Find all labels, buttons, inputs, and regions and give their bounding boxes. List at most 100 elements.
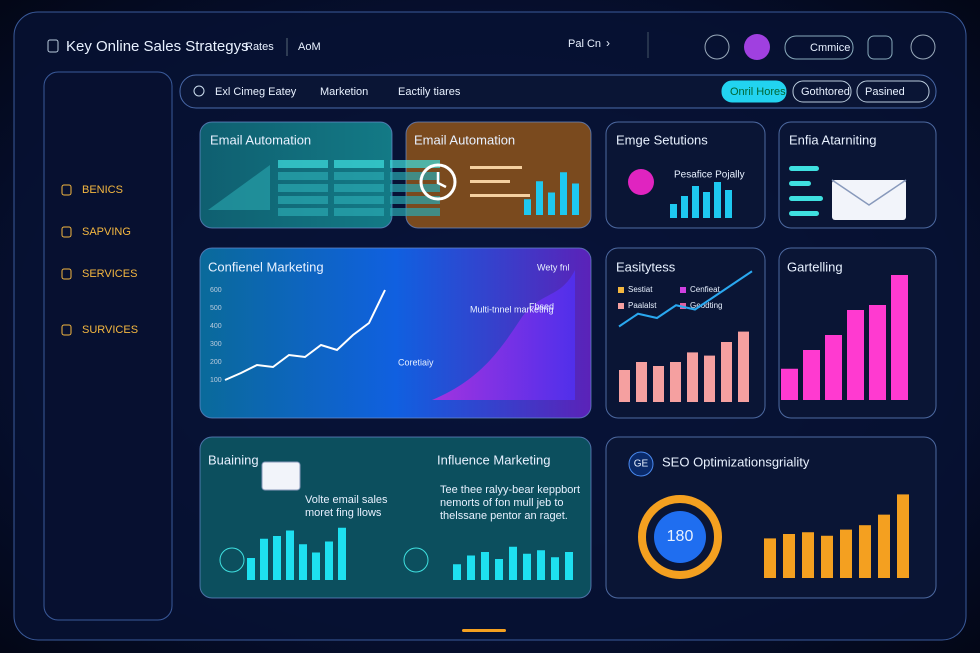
- text-line: [789, 211, 819, 216]
- tab[interactable]: Rates: [245, 41, 274, 53]
- sidebar-item[interactable]: SAPVING: [82, 226, 131, 238]
- bar: [847, 310, 864, 400]
- table-cell: [334, 172, 384, 180]
- card-title: Enfia Atarniting: [789, 132, 876, 147]
- card-title: Confienel Marketing: [208, 259, 324, 274]
- caption: Pesafice Pojally: [674, 170, 745, 181]
- pill-label: Onril Hores: [730, 86, 786, 98]
- card-title: Buaining: [208, 452, 259, 467]
- text-line: [470, 194, 530, 197]
- text-line: [789, 196, 823, 201]
- bar: [681, 196, 688, 218]
- icon-button[interactable]: [867, 35, 893, 60]
- title: Key Online Sales Strategys: [66, 38, 249, 55]
- body-text: nemorts of fon mull jeb to: [440, 497, 564, 509]
- sidebar-item[interactable]: SERVICES: [82, 268, 137, 280]
- sidebar-item[interactable]: SURVICES: [82, 324, 138, 336]
- pill[interactable]: [792, 80, 852, 103]
- button[interactable]: [784, 35, 854, 60]
- envelope: [832, 180, 906, 220]
- bar: [338, 527, 346, 580]
- envelope-flap: [831, 179, 907, 206]
- purple-area: [432, 270, 575, 400]
- table-cell: [334, 160, 384, 168]
- tab[interactable]: AoM: [298, 41, 321, 53]
- icon-button[interactable]: [403, 547, 429, 573]
- badge: [628, 451, 654, 477]
- bar: [670, 362, 681, 402]
- pill-label: Gothtored: [801, 86, 850, 98]
- pill-label: Pasined: [865, 86, 905, 98]
- card-title: Gartelling: [787, 259, 843, 274]
- bar: [537, 550, 545, 580]
- card-title: Emge Setutions: [616, 132, 708, 147]
- bar: [523, 553, 531, 580]
- bar: [619, 370, 630, 402]
- pill[interactable]: [721, 80, 787, 103]
- sidebar: [43, 71, 173, 621]
- bar: [704, 355, 715, 402]
- icon-button[interactable]: [910, 34, 936, 60]
- pill[interactable]: [856, 80, 930, 103]
- bar: [565, 552, 573, 580]
- bar: [286, 530, 294, 580]
- card-title: Email Automation: [414, 132, 515, 147]
- bar: [825, 335, 842, 400]
- text-line: [789, 181, 811, 186]
- table-cell: [390, 208, 440, 216]
- text-line: [789, 166, 819, 171]
- bar: [495, 559, 503, 580]
- table-cell: [334, 208, 384, 216]
- filter[interactable]: Exl Cimeg Eatey: [215, 86, 297, 98]
- legend-label: Sestiat: [628, 285, 653, 294]
- sidebar-icon: [61, 184, 72, 196]
- clock-hands: [436, 172, 447, 189]
- filter[interactable]: Eactily tiares: [398, 86, 461, 98]
- legend-label: Paalalst: [628, 301, 657, 310]
- badge-label: GE: [634, 459, 649, 470]
- bar: [725, 190, 732, 218]
- bar: [572, 183, 579, 215]
- avatar[interactable]: [744, 34, 770, 60]
- table-cell: [278, 184, 328, 192]
- logo: [47, 39, 59, 53]
- bar: [803, 350, 820, 400]
- y-tick-label: 600: [210, 287, 222, 294]
- bar: [509, 546, 517, 580]
- legend-swatch: [618, 303, 624, 309]
- sidebar-item[interactable]: BENICS: [82, 184, 123, 196]
- icon-button[interactable]: [704, 34, 730, 60]
- bar: [703, 192, 710, 218]
- page-indicator: [462, 629, 506, 632]
- table-cell: [390, 160, 440, 168]
- menu[interactable]: Pal Cn: [568, 38, 601, 50]
- icon-button[interactable]: [219, 547, 245, 573]
- bar: [869, 305, 886, 400]
- y-tick-label: 200: [210, 359, 222, 366]
- card-title: SEO Optimizationsgriality: [662, 454, 810, 469]
- legend-swatch: [680, 287, 686, 293]
- bar: [453, 564, 461, 580]
- filter[interactable]: Marketion: [320, 86, 368, 98]
- bar: [467, 555, 475, 580]
- bar: [721, 342, 732, 402]
- chevron: ›: [606, 36, 610, 50]
- search-icon: [193, 85, 205, 97]
- annotation: Coretiaiy: [398, 357, 434, 367]
- bar: [781, 368, 798, 400]
- bar: [299, 544, 307, 580]
- body-text: Volte email sales: [305, 494, 388, 506]
- bar: [325, 541, 333, 580]
- table-cell: [278, 160, 328, 168]
- sidebar-icon: [61, 226, 72, 238]
- y-tick-label: 300: [210, 341, 222, 348]
- table-cell: [390, 184, 440, 192]
- gauge-value: 180: [667, 528, 694, 545]
- body-text: Tee thee ralyy-bear keppbort: [440, 484, 580, 496]
- bar: [551, 557, 559, 580]
- y-tick-label: 500: [210, 305, 222, 312]
- bar: [548, 192, 555, 215]
- annotation: Multi-tnnel marketing: [470, 304, 554, 314]
- bar: [821, 535, 833, 578]
- envelope: [261, 461, 301, 491]
